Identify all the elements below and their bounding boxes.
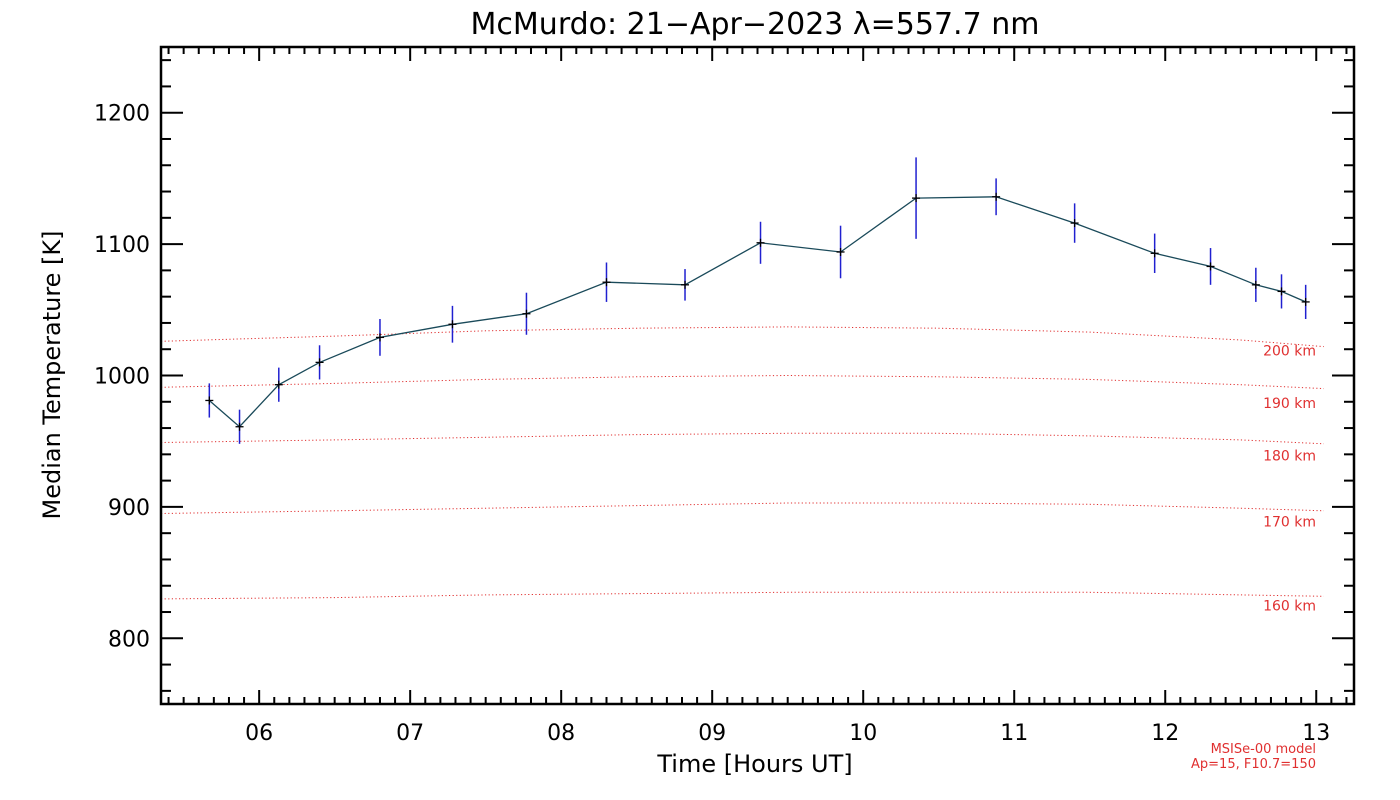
data-point <box>756 238 765 247</box>
reference-label-160-km: 160 km <box>1263 598 1316 614</box>
data-point <box>522 309 531 318</box>
reference-curve-170-km <box>160 502 1324 514</box>
x-tick-label: 08 <box>547 721 575 746</box>
x-tick-label: 13 <box>1302 721 1330 746</box>
y-tick-label: 1100 <box>94 233 150 258</box>
data-series <box>205 157 1310 444</box>
reference-curve-200-km <box>160 326 1324 348</box>
reference-curve-180-km <box>160 432 1324 445</box>
chart-title: McMurdo: 21−Apr−2023 λ=557.7 nm <box>471 7 1040 42</box>
reference-label-190-km: 190 km <box>1263 396 1316 412</box>
x-tick-label: 10 <box>849 721 877 746</box>
data-point <box>448 320 457 329</box>
data-point <box>235 422 244 431</box>
reference-curve-160-km <box>160 591 1324 600</box>
x-tick-label: 11 <box>1000 721 1028 746</box>
data-point <box>1070 219 1079 228</box>
reference-label-200-km: 200 km <box>1263 344 1316 360</box>
x-tick-label: 07 <box>396 721 424 746</box>
data-point <box>375 333 384 342</box>
data-point <box>1150 249 1159 258</box>
reference-curves: 200 km 190 km 180 km 170 km 160 km <box>160 326 1324 614</box>
data-point <box>912 194 921 203</box>
data-point <box>1301 297 1310 306</box>
axis-tick-labels: 06 07 08 09 10 11 12 13 800 900 1000 1100 1200 <box>94 102 1330 746</box>
axis-ticks <box>161 47 1354 704</box>
x-axis-label: Time [Hours UT] <box>656 750 852 778</box>
x-tick-label: 09 <box>698 721 726 746</box>
x-tick-label: 06 <box>245 721 273 746</box>
data-point <box>992 192 1001 201</box>
data-point <box>274 380 283 389</box>
data-point <box>1277 287 1286 296</box>
y-tick-label: 900 <box>108 496 150 521</box>
data-point <box>602 278 611 287</box>
reference-curve-190-km <box>160 374 1324 390</box>
series-line <box>208 196 1306 428</box>
y-tick-label: 1200 <box>94 102 150 127</box>
y-axis-label: Median Temperature [K] <box>38 230 66 519</box>
x-tick-label: 12 <box>1151 721 1179 746</box>
data-point <box>1251 280 1260 289</box>
y-tick-label: 1000 <box>94 365 150 390</box>
reference-label-180-km: 180 km <box>1263 449 1316 465</box>
data-point <box>1206 262 1215 271</box>
model-note-line-2: Ap=15, F10.7=150 <box>1191 757 1316 772</box>
model-note-line-1: MSISe-00 model <box>1211 742 1316 757</box>
plot-frame <box>159 45 1356 706</box>
data-point <box>681 280 690 289</box>
data-point <box>315 358 324 367</box>
data-point <box>205 396 214 405</box>
y-tick-label: 800 <box>108 627 150 652</box>
reference-label-170-km: 170 km <box>1263 514 1316 530</box>
data-point <box>836 247 845 256</box>
